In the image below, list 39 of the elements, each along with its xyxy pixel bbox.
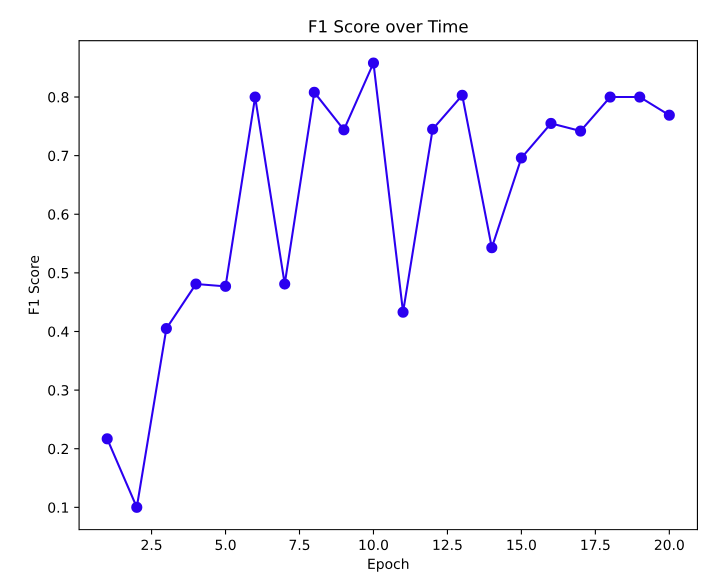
- point: [664, 110, 675, 121]
- x-tick-label: 12.5: [433, 540, 462, 550]
- y-tick-label: 0.5: [48, 268, 68, 278]
- y-tick-label: 0.3: [48, 385, 68, 396]
- y-axis-title: F1 Score: [28, 256, 40, 314]
- x-tick-label: 15.0: [507, 540, 536, 550]
- y-tick-label: 0.1: [48, 502, 68, 513]
- point: [102, 433, 113, 444]
- y-tick-label: 0.2: [48, 444, 68, 454]
- point: [545, 118, 557, 129]
- chart-title: F1 Score over Time: [310, 20, 468, 33]
- point: [279, 278, 290, 290]
- point: [427, 124, 438, 135]
- point: [190, 278, 202, 290]
- y-tick-label: 0.7: [48, 150, 68, 162]
- point: [250, 91, 261, 103]
- point: [308, 86, 320, 98]
- y-tick-label: 0.8: [48, 92, 68, 102]
- point: [220, 280, 232, 292]
- x-tick-label: 10.0: [360, 540, 388, 550]
- x-tick-label: 20.0: [654, 540, 684, 550]
- point: [486, 242, 498, 254]
- point: [131, 502, 142, 513]
- point: [516, 152, 527, 164]
- x-axis-title: Epoch: [368, 558, 408, 572]
- y-tick-label: 0.6: [48, 209, 68, 220]
- y-tick-label: 0.4: [48, 326, 69, 337]
- x-tick-label: 7.5: [290, 540, 310, 550]
- point: [456, 90, 468, 101]
- x-tick-label: 2.5: [142, 540, 162, 550]
- x-tick-label: 5.0: [216, 540, 236, 550]
- point: [368, 57, 380, 69]
- point: [160, 323, 172, 334]
- point: [338, 124, 350, 136]
- x-tick-label: 17.5: [581, 540, 610, 550]
- point: [604, 91, 616, 103]
- point: [575, 125, 586, 137]
- point: [397, 306, 409, 318]
- point: [634, 91, 646, 103]
